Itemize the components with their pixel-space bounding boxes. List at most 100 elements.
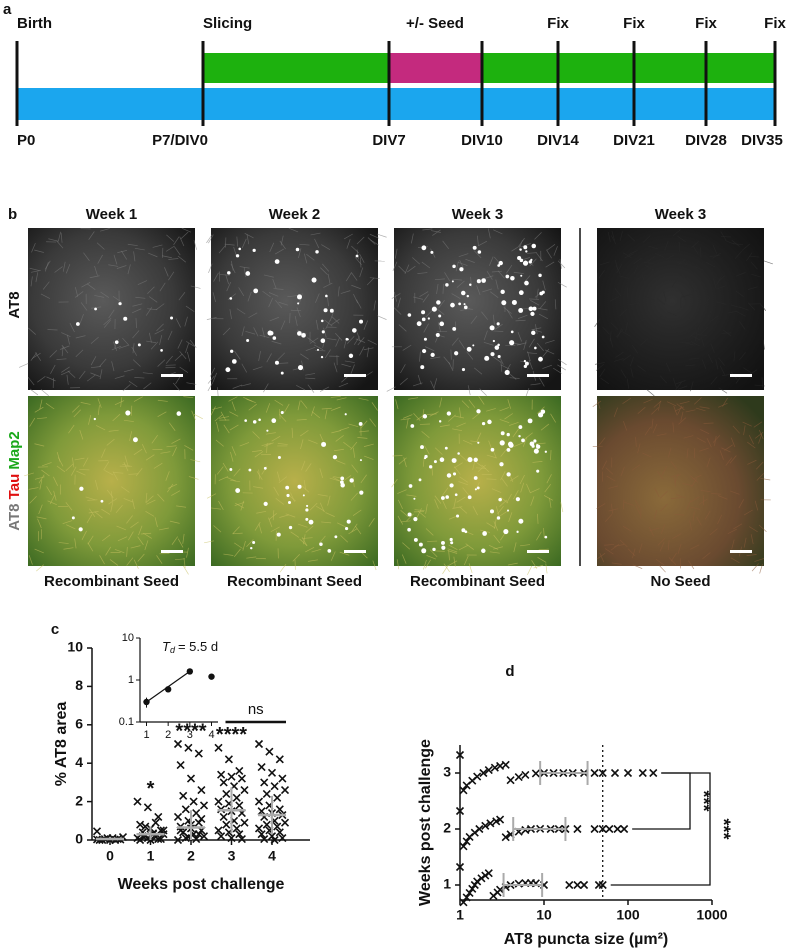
fiber [246,539,254,548]
fiber [53,490,57,501]
fiber [186,341,195,347]
fiber [422,409,425,420]
fiber [436,283,439,294]
puncta [521,438,525,443]
fiber [339,426,350,431]
puncta [520,274,523,277]
fiber [413,412,421,421]
puncta [340,483,345,488]
puncta [407,527,411,532]
fiber [186,547,189,558]
fiber [699,406,710,409]
fiber [474,367,483,375]
puncta [458,302,462,306]
fiber [448,361,454,372]
fiber [507,399,512,409]
column-title: Week 1 [86,206,137,223]
fiber [558,359,567,366]
puncta [348,353,354,358]
puncta [176,411,182,416]
fiber [369,277,380,279]
fiber [272,510,275,521]
fiber [258,351,261,361]
fiber [151,435,158,444]
fiber [335,337,340,347]
fiber [359,346,365,356]
fiber [403,457,407,468]
fiber [37,518,42,529]
puncta [344,413,347,416]
puncta [308,519,314,525]
fiber [231,401,236,412]
fiber [664,241,669,251]
fiber [56,240,64,249]
point [275,828,284,837]
puncta [510,275,515,281]
fiber [274,248,284,255]
fiber [743,509,753,516]
fiber [335,435,344,442]
fiber [90,366,101,369]
fiber [24,472,34,477]
puncta [114,340,119,344]
point [573,824,582,834]
fiber [148,252,158,258]
fiber [691,240,699,249]
fiber [630,367,634,378]
fiber [674,513,685,516]
fiber [116,265,127,269]
fiber [604,548,614,555]
fiber [674,473,679,484]
fiber [87,499,98,501]
fiber [465,543,474,550]
fiber [358,430,369,433]
puncta [427,317,430,320]
fiber [749,526,758,533]
scale-bar [730,550,752,553]
fiber [425,309,433,318]
fiber [157,493,165,502]
fiber [758,433,763,444]
fiber [392,261,398,272]
fiber [508,421,519,426]
puncta [472,245,477,250]
fiber [476,432,482,442]
puncta [477,250,482,254]
fiber [90,336,99,344]
puncta [452,264,456,269]
inset-annotation: Td = 5.5 d [162,639,218,655]
fiber [177,538,184,548]
fiber [396,559,400,570]
fiber [671,474,681,478]
fiber [123,419,134,422]
point [613,824,622,834]
fiber [599,552,605,563]
fiber [360,474,367,484]
fiber [80,402,91,405]
fiber [325,512,335,517]
fiber [114,400,125,406]
inset-x-tick-label: 2 [165,729,171,741]
fiber [275,498,284,505]
fiber [234,350,241,360]
fiber [81,530,87,540]
puncta [469,283,472,286]
fiber [724,444,733,451]
fiber [130,521,139,528]
fiber [44,261,49,272]
row-label-part: Tau [6,474,23,500]
fiber [545,563,548,574]
puncta [280,411,284,415]
fiber [229,424,239,431]
fiber [122,463,133,467]
puncta [523,245,528,250]
fiber [148,296,158,303]
fiber [633,265,639,275]
fiber [695,407,706,412]
fiber [356,299,362,309]
fiber [429,411,439,417]
point [590,824,599,834]
y-tick-label: 6 [75,716,83,732]
